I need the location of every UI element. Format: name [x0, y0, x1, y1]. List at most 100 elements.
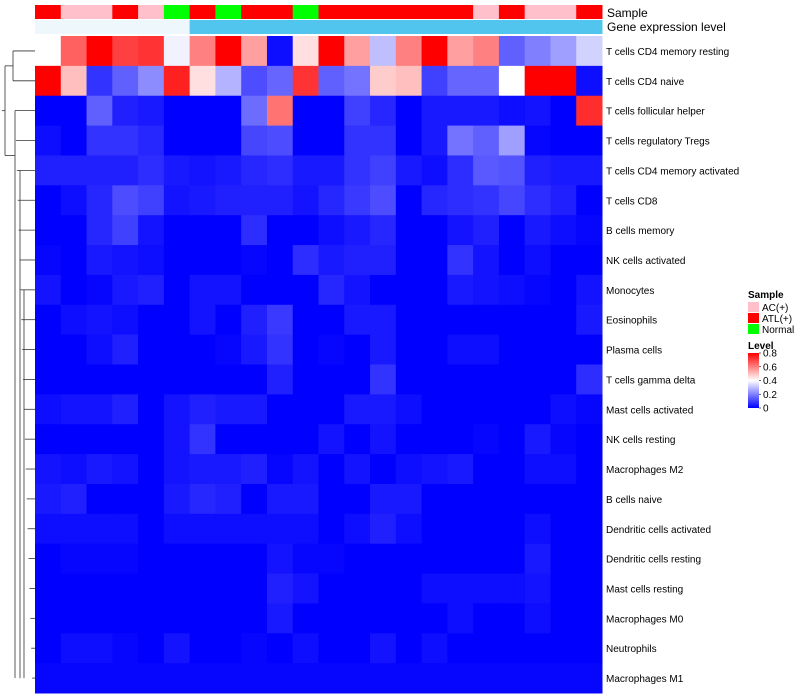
heatmap-cell — [498, 483, 526, 515]
annotation-cell — [344, 20, 371, 34]
heatmap-cell — [447, 36, 474, 67]
heatmap-cell — [524, 364, 551, 395]
legend-swatch — [748, 324, 759, 334]
heatmap-cell — [35, 334, 62, 365]
heatmap-cell — [344, 394, 371, 425]
heatmap-cell — [498, 513, 526, 545]
heatmap-cell — [318, 483, 345, 515]
heatmap-cell — [60, 304, 88, 336]
heatmap-cell — [550, 274, 577, 306]
heatmap-cell — [189, 36, 216, 67]
heatmap-cell — [35, 304, 62, 336]
heatmap-cell — [138, 304, 165, 336]
heatmap-cell — [86, 603, 113, 634]
heatmap-cell — [215, 95, 242, 127]
heatmap-cell — [344, 364, 371, 395]
heatmap-cell — [447, 663, 474, 694]
heatmap-cell — [550, 36, 577, 67]
heatmap-cell — [498, 603, 526, 634]
annotation-cell — [241, 20, 268, 34]
annotation-cell — [421, 5, 448, 19]
heatmap-cell — [266, 245, 294, 276]
heatmap-cell — [421, 155, 448, 186]
heatmap-cell — [498, 65, 526, 97]
heatmap-cell — [266, 663, 294, 694]
row-label: Eosinophils — [606, 316, 657, 327]
heatmap-cell — [447, 304, 474, 336]
heatmap-cell — [395, 65, 423, 97]
heatmap-cell — [421, 274, 448, 306]
heatmap-cell — [370, 573, 397, 604]
row-label: NK cells activated — [606, 256, 685, 267]
heatmap-cell — [163, 215, 191, 246]
heatmap-cell — [163, 36, 191, 67]
row-label: NK cells resting — [606, 435, 675, 446]
heatmap-cell — [241, 513, 268, 545]
heatmap-cell — [292, 633, 319, 664]
heatmap-cell — [112, 394, 139, 425]
heatmap-cell — [473, 633, 500, 664]
heatmap-cell — [370, 36, 397, 67]
heatmap-cell — [395, 364, 423, 395]
heatmap-cell — [60, 155, 88, 186]
heatmap-cell — [447, 245, 474, 276]
heatmap-cell — [35, 633, 62, 664]
annotation-cell — [86, 20, 113, 34]
heatmap-cell — [60, 603, 88, 634]
heatmap-cell — [292, 424, 319, 455]
heatmap-cell — [266, 573, 294, 604]
heatmap-cell — [138, 394, 165, 425]
heatmap-cell — [35, 95, 62, 127]
heatmap-cell — [576, 155, 603, 186]
heatmap-cell — [86, 95, 113, 127]
heatmap-cell — [60, 573, 88, 604]
heatmap-cell — [524, 513, 551, 545]
annotation-cell — [370, 5, 397, 19]
heatmap-cell — [86, 513, 113, 545]
legend-tick-label: 0 — [763, 404, 769, 415]
annotation-cell — [35, 20, 62, 34]
heatmap-cell — [498, 364, 526, 395]
heatmap-cell — [215, 603, 242, 634]
heatmap-cell — [138, 185, 165, 216]
heatmap-cell — [215, 215, 242, 246]
heatmap-cell — [292, 394, 319, 425]
heatmap-cell — [138, 245, 165, 276]
heatmap-cell — [421, 543, 448, 575]
annotation-cell — [344, 5, 371, 19]
heatmap-cell — [318, 364, 345, 395]
heatmap-cell — [292, 334, 319, 365]
heatmap-cell — [395, 155, 423, 186]
heatmap-cell — [550, 304, 577, 336]
heatmap-cell — [370, 155, 397, 186]
heatmap-cell — [292, 573, 319, 604]
heatmap-cell — [344, 65, 371, 97]
row-label: Mast cells resting — [606, 584, 683, 595]
heatmap-cell — [266, 603, 294, 634]
heatmap-cell — [215, 424, 242, 455]
heatmap-cell — [498, 424, 526, 455]
heatmap-cell — [318, 633, 345, 664]
heatmap-cell — [498, 155, 526, 186]
heatmap-cell — [550, 483, 577, 515]
heatmap-cell — [241, 483, 268, 515]
heatmap-cell — [138, 364, 165, 395]
heatmap-cell — [266, 543, 294, 575]
row-label: Mast cells activated — [606, 405, 693, 416]
heatmap-cell — [524, 185, 551, 216]
heatmap-cell — [60, 215, 88, 246]
heatmap-cell — [395, 245, 423, 276]
heatmap-cell — [266, 424, 294, 455]
heatmap-cell — [60, 125, 88, 156]
heatmap-cell — [292, 454, 319, 485]
heatmap-cell — [292, 543, 319, 575]
heatmap-cell — [473, 513, 500, 545]
annotation-cell — [241, 5, 268, 19]
heatmap-cell — [86, 573, 113, 604]
heatmap-cell — [112, 334, 139, 365]
heatmap-cell — [576, 215, 603, 246]
heatmap-cell — [189, 65, 216, 97]
heatmap-cell — [215, 394, 242, 425]
level-gradient-bar — [748, 353, 759, 408]
